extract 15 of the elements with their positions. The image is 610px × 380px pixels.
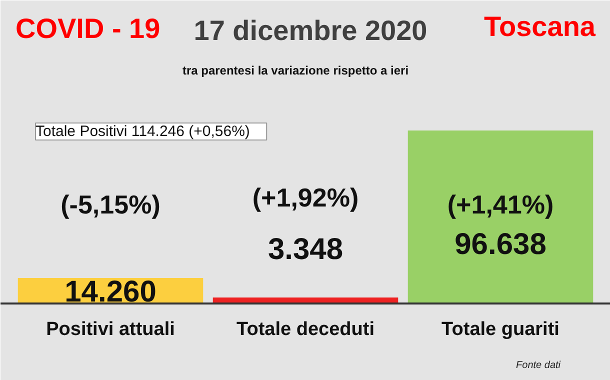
data-label: 3.348 xyxy=(268,233,344,266)
annotation: Totale Positivi 114.246 (+0,56%) xyxy=(36,123,250,140)
annotation: (+1,41%) xyxy=(447,190,554,220)
annotation: (+1,92%) xyxy=(252,182,359,212)
x-tick-label: Positivi attuali xyxy=(46,319,175,340)
data-label: 96.638 xyxy=(454,228,546,261)
annotation: (-5,15%) xyxy=(60,190,160,220)
chart-subtitle: tra parentesi la variazione rispetto a ieri xyxy=(182,64,409,78)
text: Toscana xyxy=(484,11,596,42)
source-note: Fonte dati xyxy=(516,360,562,371)
x-tick-label: Totale deceduti xyxy=(236,319,374,340)
data-label: 14.260 xyxy=(64,275,156,308)
chart-title: 17 dicembre 2020 xyxy=(194,15,428,46)
text: COVID - 19 xyxy=(16,13,160,44)
x-tick-label: Totale guariti xyxy=(442,319,560,340)
